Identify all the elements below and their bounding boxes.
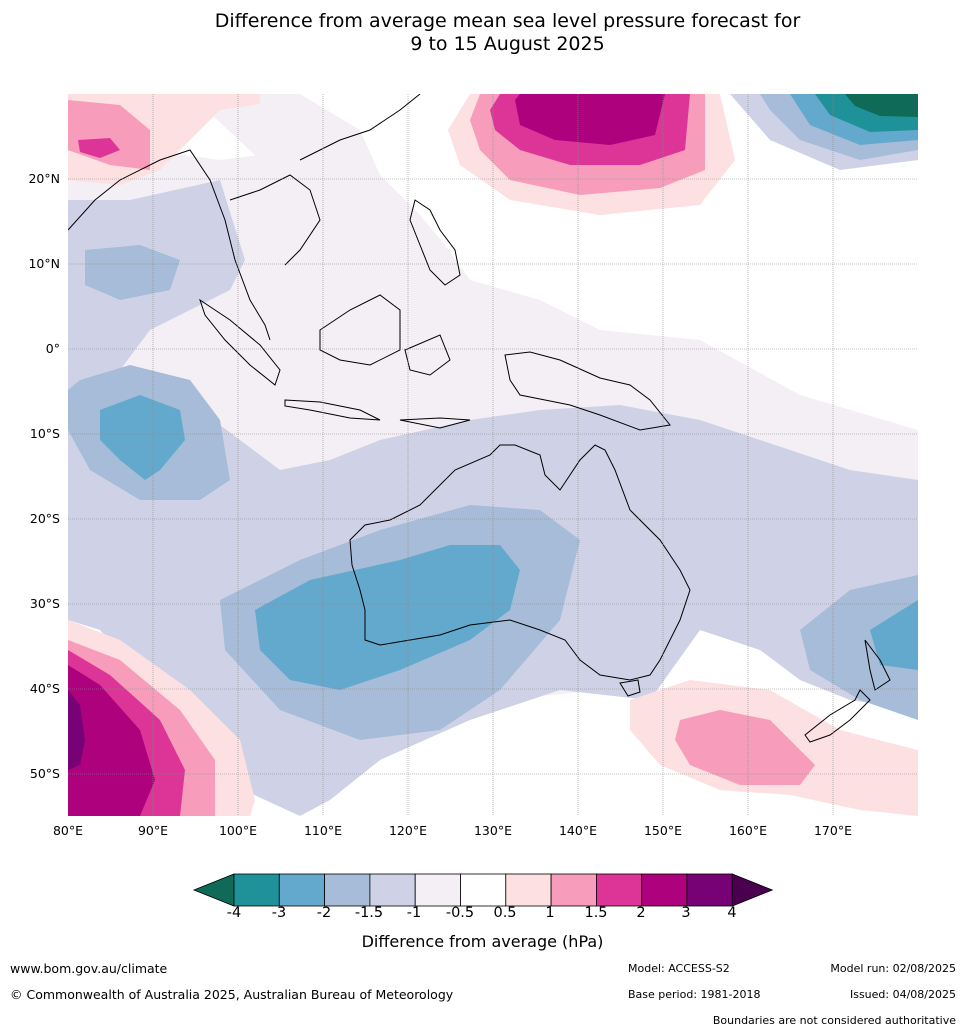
contour-plus-1-south — [675, 710, 815, 785]
lon-label: 170°E — [813, 823, 852, 838]
colour-bar-swatch — [686, 873, 733, 907]
tasmania-coastline — [619, 679, 641, 697]
contour-plus-2-sw — [68, 665, 155, 816]
lon-label: 160°E — [728, 823, 767, 838]
title-line-2: 9 to 15 August 2025 — [410, 33, 605, 55]
contour-minus-0.5-north — [190, 94, 380, 180]
issued-date: Issued: 04/08/2025 — [849, 988, 956, 1001]
legend-title: Difference from average (hPa) — [361, 932, 604, 951]
colour-bar-swatch — [414, 873, 461, 907]
colour-bar-swatch — [550, 873, 597, 907]
new-guinea-coastline — [504, 351, 671, 431]
legend-tick: 4 — [727, 905, 737, 921]
legend-tick: 1.5 — [584, 905, 608, 921]
lon-label: 130°E — [473, 823, 512, 838]
lon-label: 140°E — [558, 823, 597, 838]
colour-bar-swatch — [324, 873, 371, 907]
colour-bar-swatch — [233, 873, 280, 907]
title-line-1: Difference from average mean sea level p… — [214, 10, 801, 32]
legend-tick: -1.5 — [354, 905, 384, 921]
lon-label: 100°E — [218, 823, 257, 838]
lon-label: 110°E — [303, 823, 342, 838]
legend-tick: 0.5 — [493, 905, 517, 921]
indonesia-coastline — [199, 294, 471, 429]
contour-minus-2-australia — [255, 545, 520, 690]
pressure-anomaly-contours — [68, 94, 918, 816]
lat-label: 10°N — [28, 256, 60, 271]
colour-bar-swatch — [460, 873, 507, 907]
colour-bar-swatch — [278, 873, 325, 907]
colour-bar-swatch — [369, 873, 416, 907]
legend-tick: 1 — [545, 905, 555, 921]
legend-tick: 2 — [636, 905, 646, 921]
legend-tick: 3 — [681, 905, 691, 921]
contour-plus-1.5-nw — [78, 138, 120, 158]
mainland-asia-coastline — [68, 94, 421, 341]
legend-tick: -3 — [271, 905, 287, 921]
legend-tick: -0.5 — [445, 905, 475, 921]
website-link[interactable]: www.bom.gov.au/climate — [10, 961, 168, 976]
contour-minus-2-tasman — [870, 600, 918, 670]
australia-coastline — [349, 444, 691, 681]
model-run-date: Model run: 02/08/2025 — [830, 962, 956, 975]
contour-minus-4-ne — [845, 94, 918, 117]
philippines-coastline — [409, 199, 461, 286]
lat-label: 0° — [45, 341, 60, 356]
contour-plus-3-sw — [68, 690, 85, 770]
legend-tick: -4 — [226, 905, 242, 921]
lat-label: 50°S — [29, 766, 60, 781]
colour-bar-extend-high — [731, 873, 774, 907]
contour-minus-1.5-west — [85, 245, 180, 300]
lat-label: 10°S — [29, 426, 60, 441]
colour-bar-extend-low — [192, 873, 235, 907]
lat-label: 20°N — [28, 171, 60, 186]
lat-label: 40°S — [29, 681, 60, 696]
contour-plus-2-north — [515, 94, 665, 145]
model-name: Model: ACCESS-S2 — [628, 962, 730, 975]
colour-bar-swatch — [596, 873, 643, 907]
lon-label: 150°E — [643, 823, 682, 838]
copyright-notice: © Commonwealth of Australia 2025, Austra… — [10, 987, 454, 1002]
lat-label: 20°S — [29, 511, 60, 526]
colour-bar-swatch — [505, 873, 552, 907]
new-zealand-coastline — [804, 639, 891, 743]
colour-bar-swatch — [641, 873, 688, 907]
base-period: Base period: 1981-2018 — [628, 988, 761, 1001]
boundaries-disclaimer: Boundaries are not considered authoritat… — [712, 1014, 956, 1027]
lon-label: 80°E — [52, 823, 84, 838]
colour-bar — [192, 873, 774, 907]
legend-tick: -1 — [406, 905, 422, 921]
contour-minus-1.5-tasman — [800, 575, 918, 720]
graticule — [68, 94, 918, 816]
lon-label: 120°E — [388, 823, 427, 838]
lat-label: 30°S — [29, 596, 60, 611]
legend-tick: -2 — [316, 905, 332, 921]
map-title: Difference from average mean sea level p… — [0, 10, 965, 56]
contour-minus-2 — [100, 395, 185, 480]
lon-label: 90°E — [137, 823, 169, 838]
